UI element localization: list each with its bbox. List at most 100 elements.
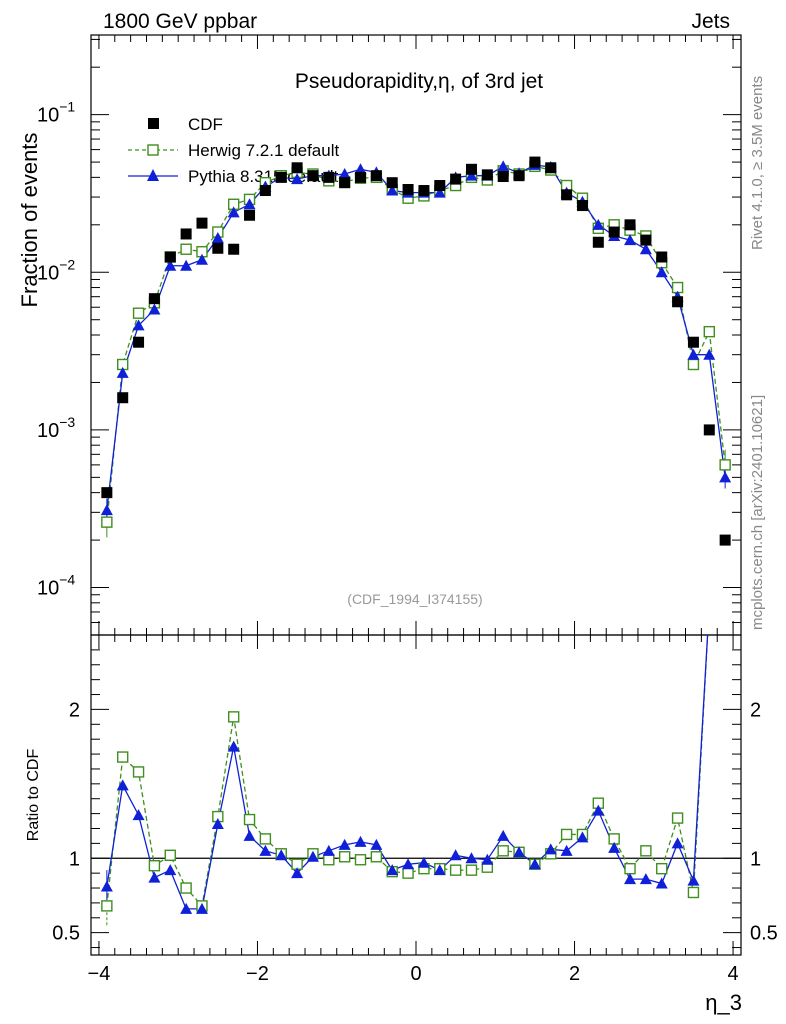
x-tick-label: 4 (728, 963, 739, 985)
ratio-herwig-point (704, 600, 714, 610)
ratio-pythia-point (497, 829, 510, 841)
ratio-pythia-point (132, 809, 145, 821)
cdf-point (608, 226, 620, 238)
cdf-point (196, 217, 208, 229)
ratio-pythia-point (719, 569, 731, 580)
cdf-point (592, 236, 604, 248)
ratio-pythia-point (180, 902, 193, 914)
cdf-point (212, 242, 224, 254)
ratio-tick-label: 2 (69, 699, 80, 721)
ratio-herwig-point (354, 854, 367, 866)
pythia-point (354, 163, 367, 175)
herwig-point (719, 459, 731, 471)
ratio-pythia-point (592, 804, 605, 816)
cdf-point (355, 171, 367, 183)
cdf-point (133, 336, 145, 348)
pythia-point (164, 259, 177, 271)
ratio-pythia-point (164, 864, 177, 876)
legend-cdf-marker (148, 118, 159, 129)
y-axis-label: Fraction of events (17, 133, 42, 308)
ratio-pythia-point (259, 844, 272, 856)
cdf-point (275, 171, 287, 183)
ratio-pythia-point (417, 856, 430, 868)
cdf-point (259, 185, 271, 197)
cdf-point (687, 336, 699, 348)
ratio-pythia-point (322, 844, 335, 856)
ratio-pythia-point (513, 846, 526, 858)
legend-pythia-marker (147, 169, 159, 181)
pythia-point (655, 266, 668, 278)
ratio-herwig-point (227, 711, 240, 723)
cdf-point (450, 173, 462, 185)
cdf-point (640, 234, 652, 246)
ratio-pythia-point (687, 874, 700, 886)
ratio-pythia-point (386, 864, 399, 876)
ratio-pythia-point (211, 818, 224, 830)
ratio-pythia-point (148, 871, 161, 883)
cdf-point (228, 243, 240, 255)
ratio-herwig-point (671, 812, 684, 824)
cdf-point (244, 209, 256, 221)
y-tick-label: 10−1 (37, 99, 75, 127)
ratio-pythia-point (560, 844, 573, 856)
ratio-pythia-point (100, 880, 113, 892)
mcplots-info-label: mcplots.cern.ch [arXiv:2401.10621] (749, 395, 766, 630)
ratio-herwig-point (132, 766, 145, 778)
ratio-tick-label-right: 0.5 (750, 923, 778, 945)
ratio-pythia-point (227, 740, 240, 752)
cdf-point (164, 251, 176, 263)
ratio-pythia-point (354, 835, 367, 847)
cdf-point (117, 392, 129, 404)
pythia-point (465, 169, 478, 181)
y-tick-label: 10−3 (37, 414, 75, 442)
pythia-point (433, 186, 446, 198)
cdf-point (434, 180, 446, 192)
legend-herwig-marker (147, 144, 159, 156)
cdf-point (323, 171, 335, 183)
herwig-point (101, 516, 113, 528)
ratio-herwig-point (720, 570, 730, 580)
x-tick-label: 0 (410, 963, 421, 985)
ratio-pythia-point (195, 902, 208, 914)
cdf-point (513, 170, 525, 182)
pythia-point (497, 160, 510, 172)
cdf-point (180, 228, 192, 240)
ratio-pythia-point (639, 873, 652, 885)
cdf-point (497, 171, 509, 183)
x-tick-label: −2 (246, 963, 269, 985)
herwig-point (703, 325, 715, 338)
y-tick-label: 10−2 (37, 256, 75, 284)
x-axis-label: η_3 (705, 990, 742, 1015)
ratio-herwig-point (497, 845, 509, 857)
cdf-point (291, 162, 303, 174)
ratio-pythia-point (243, 829, 256, 841)
ratio-herwig-point (243, 813, 256, 826)
pythia-point (227, 206, 240, 218)
ratio-panel-series (100, 569, 731, 926)
cdf-point (101, 487, 113, 499)
ratio-y-axis-label: Ratio to CDF (25, 749, 42, 842)
pythia-point (211, 231, 224, 243)
cdf-point (656, 251, 668, 263)
ratio-pythia-point (655, 877, 668, 889)
reference-label: (CDF_1994_I374155) (347, 591, 482, 607)
legend-cdf-label: CDF (188, 115, 223, 134)
ratio-pythia-point (433, 864, 446, 876)
legend-entry-herwig: Herwig 7.2.1 default (128, 141, 339, 160)
pythia-point (386, 184, 399, 196)
ratio-pythia-point (624, 873, 637, 885)
axis-ticks: −4 −2 0 2 4 10−4 10−3 10−2 10−1 0.5 0.5 1 1 2 2 (37, 35, 778, 985)
cdf-point (339, 177, 351, 189)
cdf-point (529, 156, 541, 168)
header-left-label: 1800 GeV ppbar (103, 10, 257, 33)
pythia-point (687, 348, 700, 360)
cdf-point (370, 170, 382, 182)
header-right-label: Jets (691, 10, 730, 33)
pythia-point (338, 168, 351, 180)
pythia-point (195, 253, 208, 265)
y-tick-label: 10−4 (37, 572, 75, 600)
ratio-pythia-point (275, 849, 288, 861)
ratio-pythia-line (106, 635, 709, 910)
pythia-point (243, 198, 256, 210)
